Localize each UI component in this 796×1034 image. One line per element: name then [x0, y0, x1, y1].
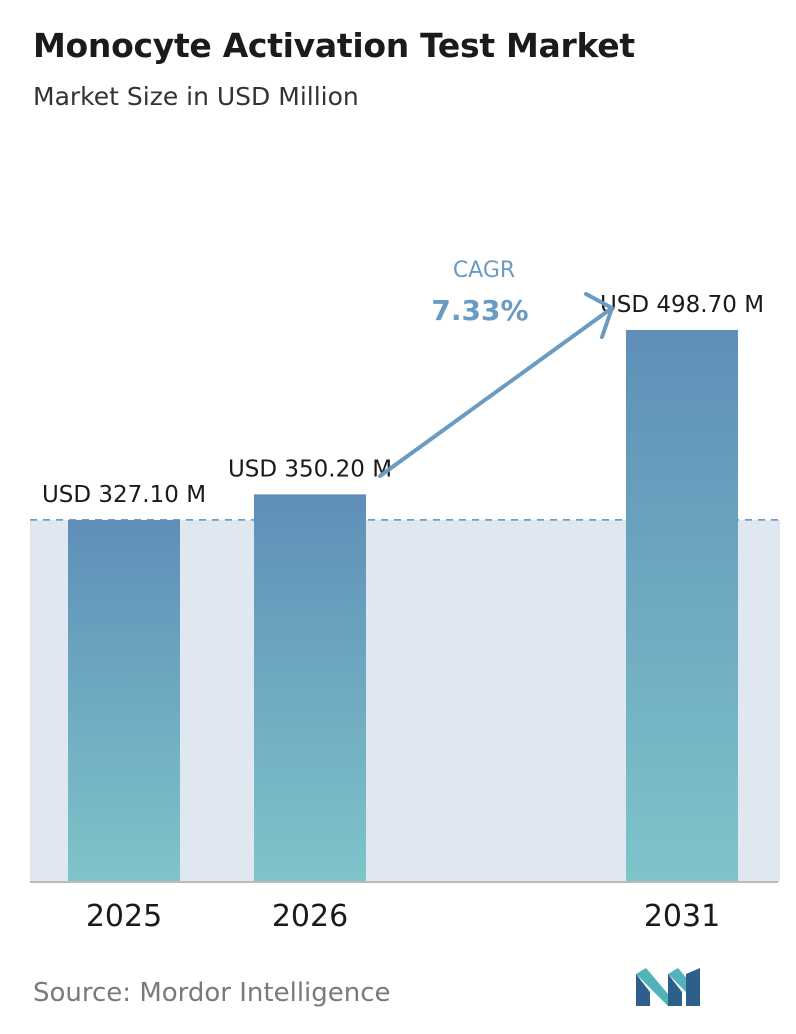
bar-2025 — [68, 519, 180, 882]
x-tick-label-2026: 2026 — [272, 899, 348, 934]
bar-2031 — [626, 329, 738, 882]
chart-title: Monocyte Activation Test Market — [33, 26, 635, 65]
bar-chart: USD 327.10 M 2025 USD 350.20 M 2026 USD 498.… — [30, 258, 780, 934]
mordor-intelligence-logo-icon — [636, 968, 700, 1006]
value-label-2025: USD 327.10 M — [42, 482, 206, 508]
source-note: Source: Mordor Intelligence — [33, 978, 391, 1008]
cagr-arrow-head-icon — [584, 292, 614, 339]
value-label-2026: USD 350.20 M — [228, 456, 392, 482]
x-tick-label-2031: 2031 — [644, 899, 720, 934]
x-tick-label-2025: 2025 — [86, 899, 162, 934]
chart-subtitle: Market Size in USD Million — [33, 82, 359, 111]
value-label-2031: USD 498.70 M — [600, 292, 764, 318]
cagr-value: 7.33% — [431, 294, 528, 327]
cagr-arrow-line — [378, 306, 614, 478]
bar-2026 — [254, 494, 366, 882]
cagr-label: CAGR — [453, 258, 515, 283]
